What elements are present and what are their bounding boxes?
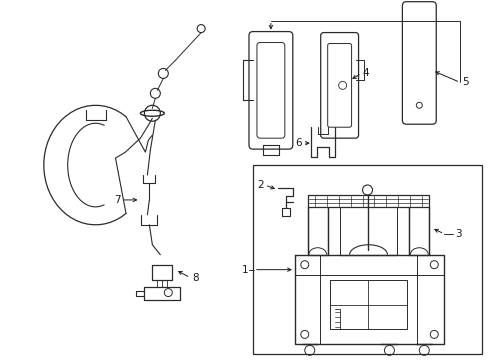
Text: 1: 1 [241, 265, 247, 275]
Text: 8: 8 [192, 273, 199, 283]
Text: 7: 7 [114, 195, 120, 205]
Text: 2: 2 [257, 180, 264, 190]
Bar [252, 165, 481, 354]
Text: 6: 6 [295, 138, 301, 148]
Text: 3: 3 [454, 229, 461, 239]
Text: 4: 4 [362, 68, 368, 78]
Text: 5: 5 [461, 77, 468, 87]
